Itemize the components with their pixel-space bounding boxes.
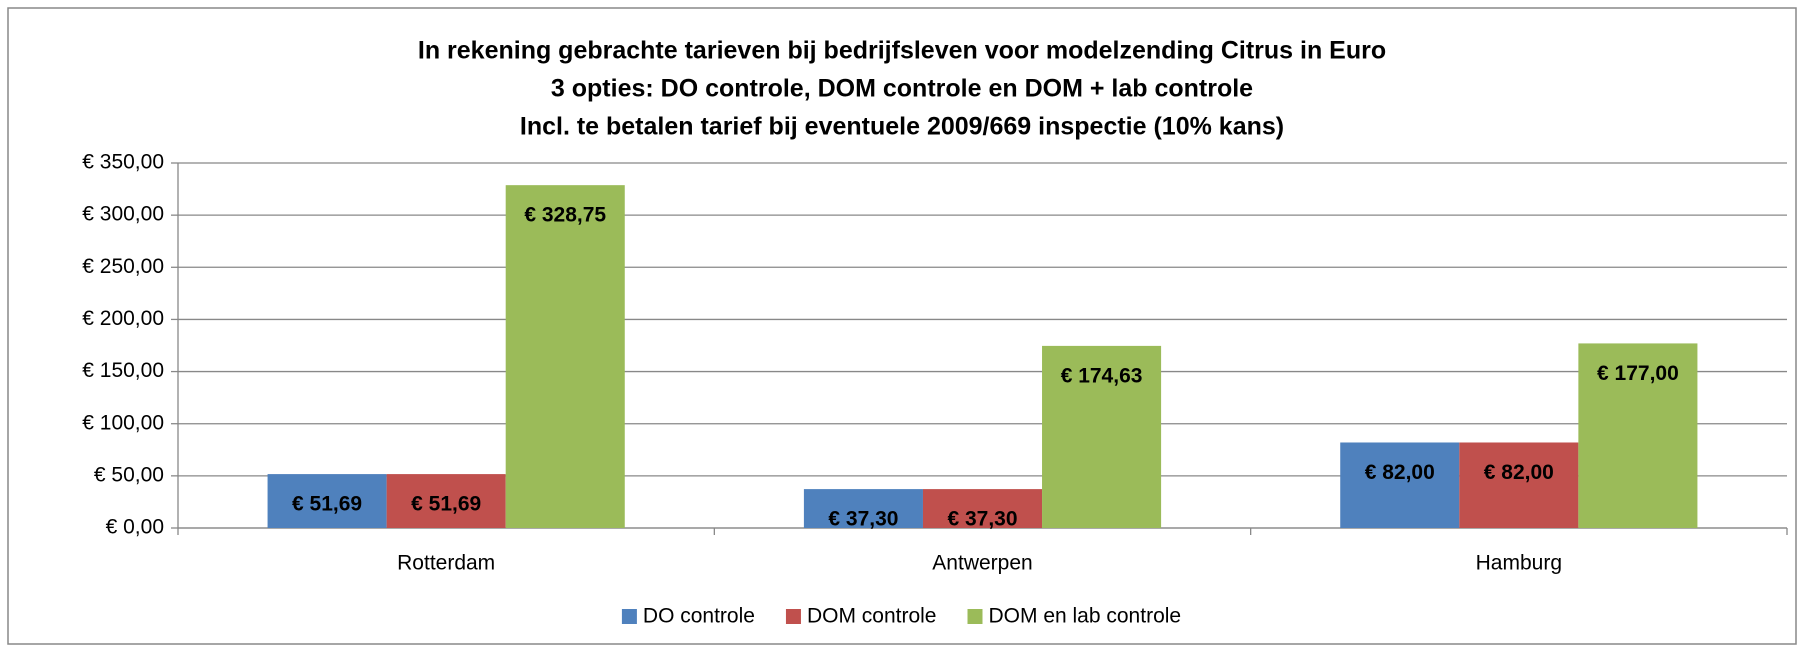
bar — [1340, 442, 1460, 528]
legend-swatch — [621, 609, 637, 624]
legend-swatch — [967, 609, 983, 624]
data-label: € 82,00 — [1365, 461, 1435, 484]
data-label: € 82,00 — [1484, 461, 1554, 484]
y-tick-label: € 150,00 — [82, 359, 164, 382]
y-tick-label: € 350,00 — [82, 151, 164, 174]
bar — [1459, 442, 1579, 528]
y-tick-label: € 200,00 — [82, 307, 164, 330]
data-label: € 51,69 — [411, 493, 481, 516]
x-tick-label: Antwerpen — [932, 552, 1032, 575]
chart-title: 3 opties: DO controle, DOM controle en D… — [551, 75, 1253, 103]
bar — [1578, 343, 1698, 528]
data-label: € 177,00 — [1597, 362, 1679, 385]
legend-swatch — [785, 609, 801, 624]
y-tick-label: € 250,00 — [82, 255, 164, 278]
data-label: € 328,75 — [524, 204, 606, 227]
bar — [922, 489, 1043, 528]
bar — [386, 474, 506, 528]
legend-label: DOM en lab controle — [989, 605, 1182, 628]
x-tick-label: Hamburg — [1476, 552, 1562, 575]
x-tick-label: Rotterdam — [397, 552, 495, 575]
chart-title: In rekening gebrachte tarieven bij bedri… — [418, 37, 1386, 65]
y-tick-label: € 100,00 — [82, 411, 164, 434]
data-label: € 37,30 — [828, 508, 898, 531]
bar — [267, 474, 387, 528]
data-label: € 174,63 — [1061, 364, 1143, 387]
bar — [505, 185, 625, 529]
legend-label: DOM controle — [807, 605, 937, 628]
chart-frame — [7, 7, 1797, 645]
y-tick-label: € 50,00 — [94, 463, 164, 486]
y-tick-label: € 0,00 — [106, 516, 164, 539]
y-tick-label: € 300,00 — [82, 203, 164, 226]
data-label: € 37,30 — [947, 508, 1017, 531]
bar — [1042, 345, 1162, 528]
data-label: € 51,69 — [292, 493, 362, 516]
legend-label: DO controle — [643, 605, 755, 628]
chart-title: Incl. te betalen tarief bij eventuele 20… — [520, 113, 1284, 141]
bar — [803, 489, 923, 528]
